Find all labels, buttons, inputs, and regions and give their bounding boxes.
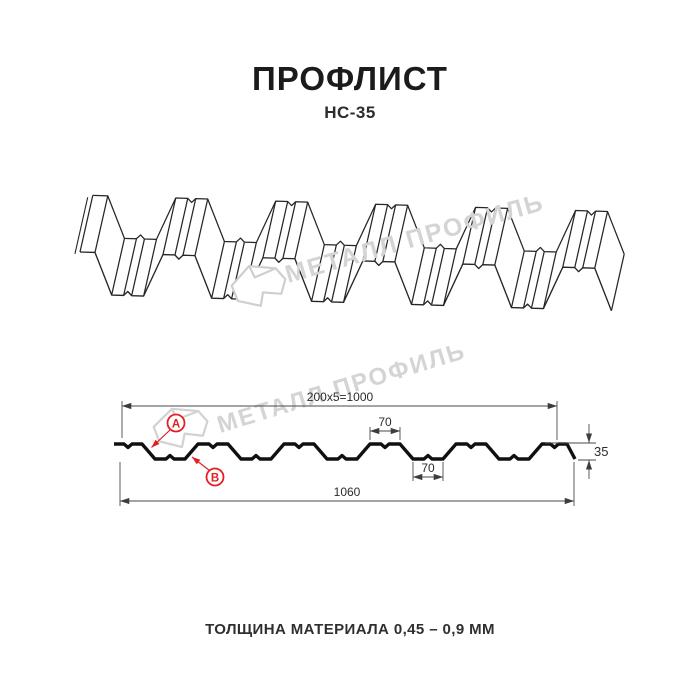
material-thickness-note: ТОЛЩИНА МАТЕРИАЛА 0,45 – 0,9 ММ — [205, 621, 495, 638]
dimension-lines — [119, 401, 596, 506]
callout-b-circle — [205, 467, 225, 487]
dimension-labels: 200x5=1000 1060 70 70 35 — [307, 390, 609, 499]
metall-profil-logo-icon — [230, 264, 287, 307]
section-profile-line — [114, 442, 577, 461]
callout-a-label: A — [172, 418, 180, 430]
dim-crest-width: 70 — [378, 415, 392, 429]
sheet-3d-wireframe — [74, 194, 625, 311]
callout-b-label: B — [211, 472, 219, 484]
callouts: A B — [151, 413, 225, 487]
dim-total-width: 1060 — [334, 485, 361, 499]
dim-module-width: 200x5=1000 — [307, 390, 374, 404]
dim-profile-height: 35 — [594, 444, 608, 459]
dim-valley-width: 70 — [421, 461, 435, 475]
callout-a-circle — [166, 413, 186, 433]
page-title: ПРОФЛИСТ — [252, 60, 448, 97]
product-code: НС-35 — [324, 103, 376, 122]
